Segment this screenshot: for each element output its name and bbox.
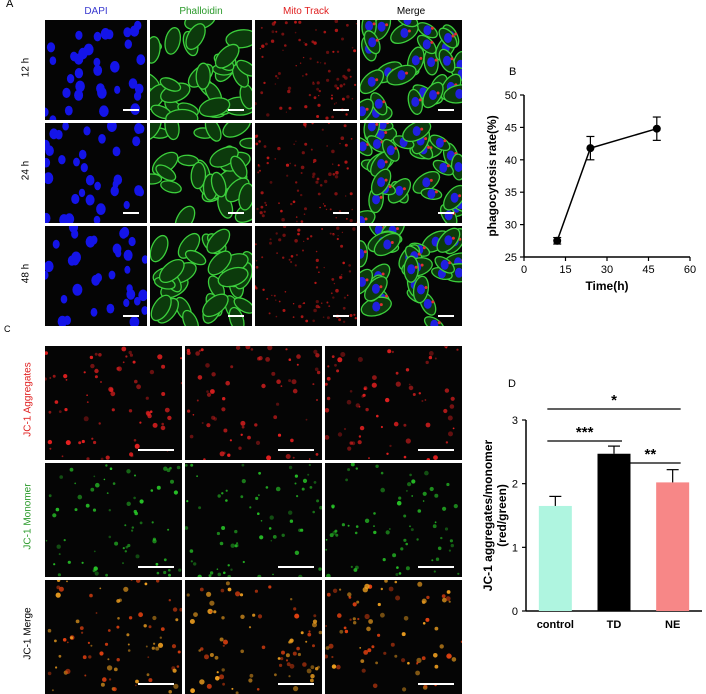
panel-a-image-r2-c1 [45,123,147,223]
column-header-mito-track: Mito Track [282,6,330,17]
y-axis-label: phagocytosis rate(%) [485,115,499,236]
scale-bar [123,109,139,111]
scale-bar [278,449,314,451]
panel-a-image-r1-c3 [255,20,357,120]
y-tick-label: 3 [512,415,518,427]
scale-bar [138,566,174,568]
scale-bar [278,566,314,568]
panel-c-image-r3-c1 [45,580,182,694]
x-tick-label: NE [665,619,680,631]
x-axis-label: Time(h) [585,279,628,293]
series-line [556,127,658,242]
panel-c-image-r1-c3 [325,346,462,460]
y-tick-label: 40 [505,155,517,167]
panel-a-letter: A [6,0,14,10]
row-label-24h: 24 h [20,160,32,181]
panel-a-image-r2-c4 [360,123,462,223]
scale-bar [418,566,454,568]
row-label-12h: 12 h [20,57,32,78]
panel-a-image-r3-c4 [360,226,462,326]
panel-a-image-r3-c1 [45,226,147,326]
panel-c-image-r1-c1 [45,346,182,460]
row-label-48h: 48 h [20,263,32,284]
bar-ne [656,482,690,611]
scale-bar [278,683,314,685]
y-tick-label: 35 [505,187,517,199]
panel-c-letter: C [4,324,11,334]
panel-a-image-r2-c2 [150,123,252,223]
row-label-jc1-merge: JC-1 Merge [22,607,34,660]
panel-a-image-r1-c4 [360,20,462,120]
column-header-merge: Merge [396,6,426,17]
significance-label: *** [576,424,594,441]
scale-bar [418,449,454,451]
panel-c-image-r2-c3 [325,463,462,577]
scale-bar [438,315,454,317]
bar-control [538,505,572,611]
panel-a-image-r2-c3 [255,123,357,223]
panel-c-image-r1-c2 [185,346,322,460]
scale-bar [138,449,174,451]
bar-td [597,453,631,611]
jc1-ratio-bar-chart: 0 1 2 3 control TD NE JC-1 aggregates/monomer(r… [481,392,702,631]
data-point [553,236,562,245]
x-tick-label: TD [607,619,622,631]
scale-bar [228,212,244,214]
panel-a-image-r1-c2 [150,20,252,120]
scale-bar [333,212,349,214]
column-header-phalloidin: Phalloidin [179,6,223,17]
significance-label: ** [644,446,656,463]
data-point [586,144,595,153]
panel-d-letter: D [508,378,516,390]
scale-bar [228,315,244,317]
scale-bar [333,109,349,111]
panel-c-image-r3-c2 [185,580,322,694]
y-tick-label: 1 [512,542,518,554]
y-axis-label: JC-1 aggregates/monomer(red/green) [481,439,509,591]
x-tick-label: 60 [684,264,696,276]
row-label-jc1-monomer: JC-1 Monomer [22,483,34,550]
scale-bar [438,109,454,111]
scale-bar [333,315,349,317]
panel-b-letter: B [509,66,517,78]
scale-bar [123,315,139,317]
scale-bar [123,212,139,214]
phagocytosis-line-chart: 25 30 35 40 45 50 0 15 30 45 60 Time(h) phagocytosis… [485,90,696,293]
panel-c-image-r2-c2 [185,463,322,577]
row-label-jc1-aggregates: JC-1 Aggregates [22,362,34,437]
scale-bar [438,212,454,214]
x-tick-label: 15 [559,264,571,276]
y-tick-label: 30 [505,220,517,232]
y-tick-label: 50 [505,90,517,102]
x-tick-label: 45 [642,264,654,276]
data-point [652,124,661,133]
y-tick-label: 0 [512,606,518,618]
scale-bar [138,683,174,685]
scale-bar [228,109,244,111]
panel-c-image-r2-c1 [45,463,182,577]
x-tick-label: 30 [601,264,613,276]
significance-label: * [611,392,617,409]
panel-a-image-r3-c3 [255,226,357,326]
x-tick-label: 0 [521,264,527,276]
panel-c-image-r3-c3 [325,580,462,694]
y-tick-label: 25 [505,252,517,264]
x-tick-label: control [537,619,574,631]
y-tick-label: 45 [505,122,517,134]
column-header-dapi: DAPI [84,6,108,17]
panel-a-image-r3-c2 [150,226,252,326]
scale-bar [418,683,454,685]
panel-a-image-r1-c1 [45,20,147,120]
y-tick-label: 2 [512,479,518,491]
